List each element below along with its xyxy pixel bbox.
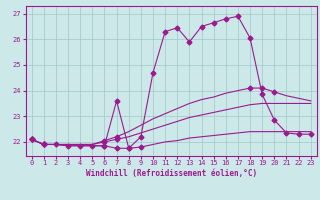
X-axis label: Windchill (Refroidissement éolien,°C): Windchill (Refroidissement éolien,°C) <box>86 169 257 178</box>
